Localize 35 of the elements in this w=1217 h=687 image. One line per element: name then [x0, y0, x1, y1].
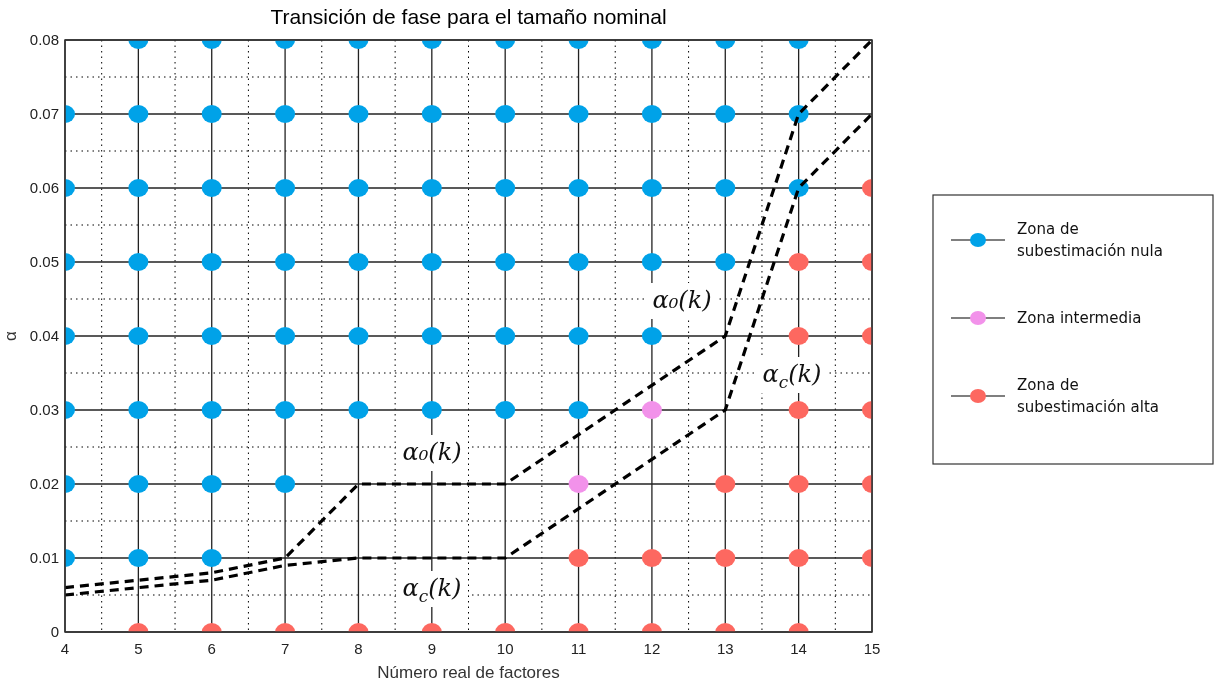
y-tick-label: 0 — [50, 623, 59, 640]
y-tick-label: 0.06 — [29, 179, 59, 196]
x-tick-label: 12 — [643, 640, 661, 657]
chart-title: Transición de fase para el tamaño nominal — [270, 5, 667, 28]
y-tick-label: 0.05 — [29, 253, 59, 270]
y-tick-label: 0.08 — [29, 31, 59, 48]
annotation: α$_{c}$(k) — [762, 360, 822, 392]
y-tick-label: 0.07 — [29, 105, 59, 122]
y-tick-label: 0.01 — [29, 549, 59, 566]
y-tick-label: 0.03 — [29, 401, 59, 418]
annotation: α$_{c}$(k) — [402, 574, 462, 606]
x-tick-label: 14 — [790, 640, 807, 657]
x-tick-label: 5 — [134, 640, 143, 657]
x-tick-label: 6 — [207, 640, 216, 657]
x-tick-label: 7 — [280, 640, 290, 657]
y-axis-title: α — [1, 330, 20, 341]
point — [641, 401, 662, 419]
point — [788, 253, 809, 271]
x-tick-label: 4 — [60, 640, 70, 657]
x-tick-label: 15 — [863, 640, 881, 657]
point — [788, 327, 809, 345]
point — [788, 401, 809, 419]
x-tick-label: 8 — [354, 640, 363, 657]
x-tick-label: 9 — [427, 640, 436, 657]
annotation: α₀(k) — [402, 438, 462, 466]
legend-label: Zona de subestimación nula — [1017, 220, 1163, 260]
y-tick-label: 0.04 — [29, 327, 59, 344]
legend-label: Zona intermedia — [1017, 309, 1142, 327]
legend-label: Zona de subestimación alta — [1017, 376, 1160, 416]
y-tick-label: 0.02 — [29, 475, 59, 492]
x-tick-label: 11 — [570, 640, 587, 657]
x-tick-label: 13 — [716, 640, 734, 657]
x-tick-label: 10 — [496, 640, 514, 657]
annotation: α₀(k) — [652, 286, 712, 314]
x-axis-title: Número real de factores — [377, 663, 560, 682]
